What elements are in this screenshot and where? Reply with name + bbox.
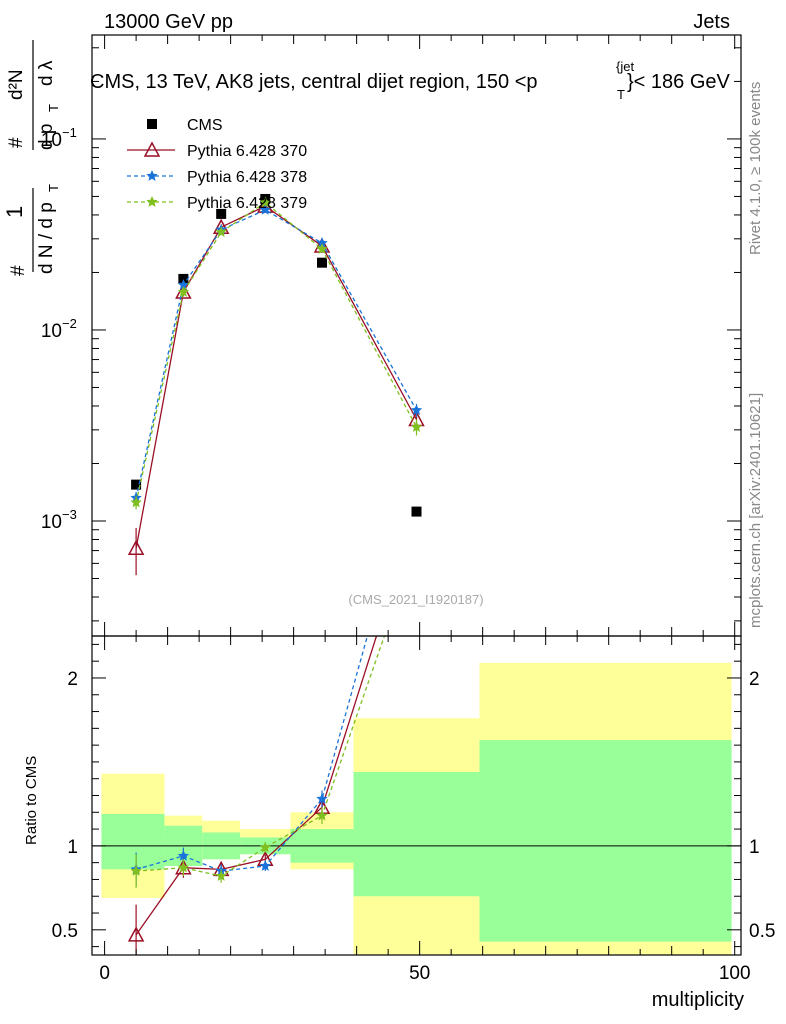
legend-label-p370: Pythia 6.428 370 <box>187 143 307 160</box>
legend-marker-cms <box>147 119 157 129</box>
ratio-plot-area <box>127 454 422 955</box>
plot-title-sup: {jet <box>616 59 634 74</box>
series-line-p378 <box>135 209 418 499</box>
main-plot-area <box>127 193 425 576</box>
legend-marker-p379 <box>146 196 158 207</box>
band-inner-5 <box>353 771 480 897</box>
plot-title-sub: T <box>617 87 625 102</box>
analysis-watermark: (CMS_2021_I1920187) <box>348 592 483 607</box>
series-p379 <box>130 196 423 510</box>
ratio-point-p379-1 <box>177 861 190 873</box>
ratio-line-p378 <box>135 636 369 872</box>
point-p379-5 <box>410 421 423 432</box>
point-p379-3 <box>259 196 271 208</box>
ratio-point-p378-5 <box>411 454 422 465</box>
plot-title: CMS, 13 TeV, AK8 jets, central dijet reg… <box>90 59 731 102</box>
point-cms-4 <box>316 257 327 268</box>
mcplots-credit: mcplots.cern.ch [arXiv:2401.10621] <box>747 393 764 628</box>
x-axis-label: multiplicity <box>652 989 744 1011</box>
point-p378-1 <box>177 279 190 290</box>
ratio-ytick-label-right-0.5: 0.5 <box>749 921 775 942</box>
plot-title-end: }< 186 GeV <box>627 71 731 93</box>
ratio-point-p379-3 <box>259 841 271 853</box>
ratio-ytick-label-right-2: 2 <box>749 669 760 690</box>
series-p370 <box>127 197 425 576</box>
band-inner-0 <box>101 813 165 870</box>
ratio-point-p378-1 <box>177 849 190 861</box>
point-p378-5 <box>410 404 423 416</box>
header-energy: 13000 GeV pp <box>104 11 233 33</box>
main-ylabel: # 1 d N / d p T # d²N d p T d λ <box>2 40 61 276</box>
main-ytick-label-0: 10 <box>41 512 62 533</box>
point-p379-1 <box>177 286 190 297</box>
ratio-ytick-label-right-1: 1 <box>749 837 760 858</box>
ratio-point-p378-4 <box>316 792 328 804</box>
x-tick-label-0: 0 <box>99 963 110 984</box>
x-tick-label-100: 100 <box>719 963 751 984</box>
ylabel-dp-sub: T <box>46 104 61 112</box>
point-cms-0 <box>131 479 142 490</box>
main-ytick-exp-2: −1 <box>62 125 77 140</box>
series-line-p370 <box>135 205 418 549</box>
rivet-version: Rivet 4.1.0, ≥ 100k events <box>747 82 764 255</box>
ratio-line-p370 <box>135 636 378 936</box>
point-p379-4 <box>316 243 328 254</box>
ylabel-hash-1: # <box>8 265 29 276</box>
header-jets: Jets <box>693 11 730 33</box>
band-inner-6 <box>479 740 732 942</box>
ylabel-denominator: d N / d p <box>36 202 57 274</box>
ratio-ytick-label-left-1: 1 <box>67 837 78 858</box>
main-ytick-label-2: 10 <box>41 130 62 151</box>
ratio-point-p370-0 <box>127 926 145 942</box>
ratio-point-p379-5 <box>411 538 422 549</box>
point-p379-0 <box>130 496 142 508</box>
legend-label-p378: Pythia 6.428 378 <box>187 169 307 186</box>
ratio-point-p379-2 <box>215 870 227 881</box>
point-cms-5 <box>411 506 422 517</box>
ylabel-one: 1 <box>2 206 27 218</box>
ratio-ylabel: Ratio to CMS <box>23 756 40 845</box>
ratio-point-p379-4 <box>316 809 328 821</box>
ratio-series-p379 <box>130 538 422 888</box>
ratio-uncertainty-bands <box>92 662 741 955</box>
ratio-panel <box>127 454 422 955</box>
ylabel-hash-2: # <box>6 137 27 148</box>
ratio-point-p378-3 <box>259 860 271 871</box>
series-line-p379 <box>135 201 418 503</box>
main-panel <box>127 193 425 576</box>
ylabel-denominator-sub: T <box>46 184 61 192</box>
legend-marker-p378 <box>146 170 158 181</box>
legend: CMS Pythia 6.428 370 Pythia 6.428 378 Pythi… <box>127 117 307 212</box>
ratio-ytick-label-left-0.5: 0.5 <box>52 921 78 942</box>
legend-label-cms: CMS <box>187 117 223 134</box>
point-cms-2 <box>216 208 227 219</box>
x-tick-label-50: 50 <box>409 963 430 984</box>
series-cms <box>131 193 422 517</box>
ylabel-d2n: d²N <box>6 69 27 100</box>
ratio-point-p379-0 <box>130 865 142 876</box>
legend-marker-p370 <box>143 141 161 157</box>
point-p378-3 <box>259 203 271 215</box>
main-ytick-exp-1: −2 <box>62 316 77 331</box>
point-cms-1 <box>178 273 189 284</box>
ratio-line-p379 <box>136 636 386 877</box>
main-ytick-label-1: 10 <box>41 321 62 342</box>
point-p370-0 <box>127 539 145 555</box>
ratio-ytick-label-left-2: 2 <box>67 669 78 690</box>
ylabel-dlambda: d λ <box>36 60 57 86</box>
plot-title-main: CMS, 13 TeV, AK8 jets, central dijet reg… <box>90 71 538 93</box>
ylabel-dp: d p <box>36 124 57 150</box>
point-p379-2 <box>215 226 227 237</box>
point-p378-4 <box>316 237 328 248</box>
legend-label-p379: Pythia 6.428 379 <box>187 195 307 212</box>
main-ytick-exp-0: −3 <box>62 507 77 522</box>
